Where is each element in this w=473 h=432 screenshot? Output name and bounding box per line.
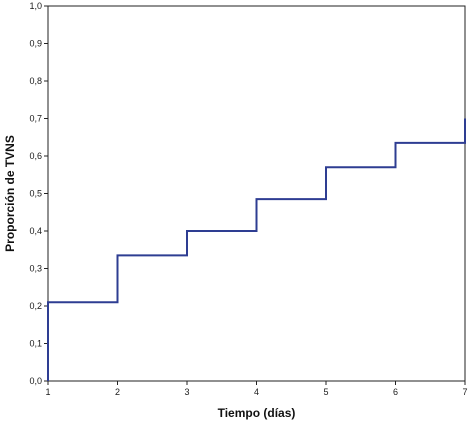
x-tick-label: 7 <box>462 387 467 397</box>
y-tick-label: 0,4 <box>29 226 42 236</box>
y-tick-label: 0,1 <box>29 339 42 349</box>
y-tick-label: 0,5 <box>29 189 42 199</box>
y-tick-label: 0,2 <box>29 301 42 311</box>
y-tick-label: 0,7 <box>29 114 42 124</box>
y-tick-label: 0,8 <box>29 76 42 86</box>
x-axis-ticks: 1 2 3 4 5 6 7 <box>45 381 468 397</box>
y-axis-ticks: 0,0 0,1 0,2 0,3 0,4 0,5 0,6 0,7 0,8 0,9 1,0 <box>29 1 48 386</box>
y-tick-label: 0,3 <box>29 264 42 274</box>
y-axis-title: Proporción de TVNS <box>3 135 17 252</box>
y-tick-label: 0,6 <box>29 151 42 161</box>
plot-area <box>47 5 466 382</box>
series-layer <box>47 118 466 381</box>
x-tick-label: 6 <box>393 387 398 397</box>
x-axis-title: Tiempo (días) <box>218 406 296 420</box>
x-tick-label: 1 <box>45 387 50 397</box>
x-tick-label: 3 <box>184 387 189 397</box>
y-tick-label: 1,0 <box>29 1 42 11</box>
plot-border <box>47 5 466 382</box>
x-tick-label: 4 <box>254 387 259 397</box>
y-tick-label: 0,9 <box>29 39 42 49</box>
x-tick-label: 2 <box>115 387 120 397</box>
x-tick-label: 5 <box>323 387 328 397</box>
y-tick-label: 0,0 <box>29 376 42 386</box>
series-step-line <box>47 118 466 381</box>
